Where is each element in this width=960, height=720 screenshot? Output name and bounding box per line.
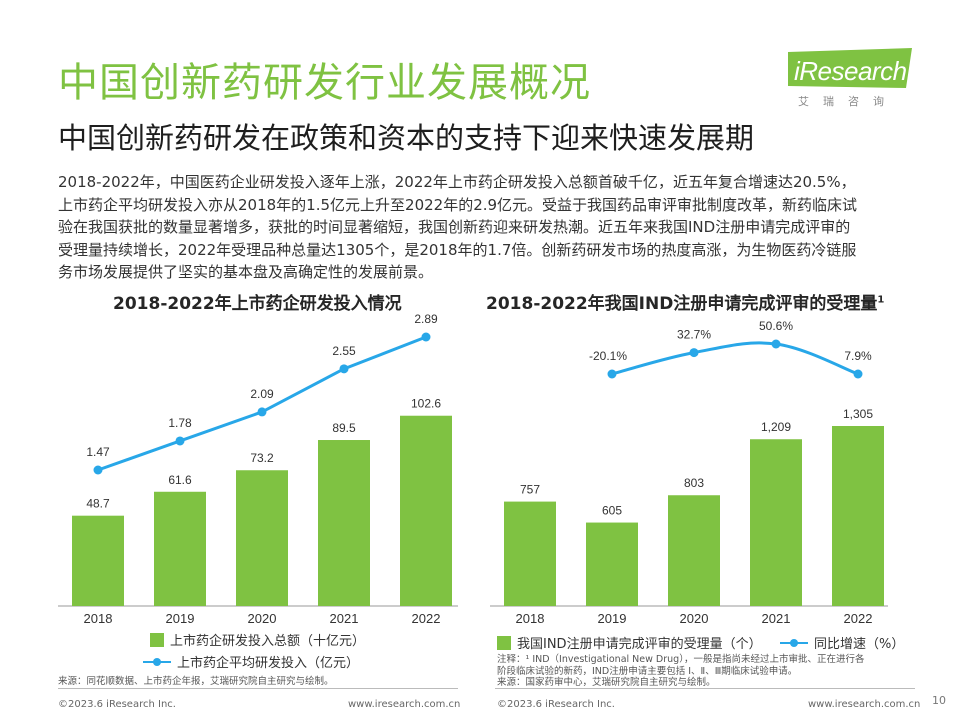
footer-url-right[interactable]: www.iresearch.com.cn	[808, 699, 921, 710]
description-line: 上市药企平均研发投入亦从2018年的1.5亿元上升至2022年的2.9亿元。受益…	[58, 195, 858, 214]
legend-bar-label: 上市药企研发投入总额（十亿元）	[170, 634, 366, 649]
logo-chinese: 艾瑞咨询	[798, 95, 898, 108]
right-line-label-2022: 7.9%	[844, 349, 872, 363]
page-number: 10	[932, 694, 946, 707]
left-x-tick-2021: 2021	[330, 611, 359, 626]
left-bar-label-2019: 61.6	[168, 473, 192, 487]
logo-badge-shape	[788, 48, 912, 88]
page-title: 中国创新药研发行业发展概况	[58, 60, 591, 106]
left-line-point-2022	[421, 332, 431, 342]
legend-line-swatch	[780, 638, 808, 647]
right-x-tick-2022: 2022	[844, 611, 873, 626]
page-subtitle: 中国创新药研发在政策和资本的支持下迎来快速发展期	[58, 121, 755, 155]
left-line-point-2018	[93, 465, 103, 475]
left-line-label-2019: 1.78	[168, 416, 192, 430]
right-bar-2020	[668, 495, 720, 606]
right-x-tick-2020: 2020	[680, 611, 709, 626]
left-bar-2022	[400, 415, 452, 606]
right-bar-label-2019: 605	[602, 504, 622, 518]
description-line: 2018-2022年，中国医药企业研发投入逐年上涨，2022年上市药企研发投入总…	[58, 173, 856, 191]
right-bar-label-2022: 1,305	[843, 407, 873, 421]
right-footnotes: 注释：¹ IND（Investigational New Drug），一般是指尚…	[497, 654, 864, 689]
left-line-point-2019	[175, 436, 185, 446]
description-line: 受理量持续增长，2022年受理品种总量达1305个，是2018年的1.7倍。创新…	[58, 240, 857, 259]
left-bar-label-2022: 102.6	[411, 397, 441, 411]
left-line-point-2021	[339, 364, 349, 374]
description-paragraph: 2018-2022年，中国医药企业研发投入逐年上涨，2022年上市药企研发投入总…	[58, 171, 918, 284]
legend-line-label: 同比增速（%）	[814, 637, 905, 652]
legend-line-label: 上市药企平均研发投入（亿元）	[177, 656, 360, 671]
right-legend-bar: 我国IND注册申请完成评审的受理量（个）	[497, 633, 762, 652]
right-bar-2021	[750, 439, 802, 606]
left-line-label-2021: 2.55	[332, 344, 356, 358]
footer-copyright-left: ©2023.6 iResearch Inc.	[58, 699, 176, 710]
legend-line-swatch	[143, 657, 171, 666]
left-line-point-2020	[257, 407, 267, 417]
right-bar-label-2020: 803	[684, 476, 704, 490]
left-line-label-2020: 2.09	[250, 387, 274, 401]
right-chart-title-footnote-mark: 1	[877, 294, 885, 306]
left-x-tick-2018: 2018	[84, 611, 113, 626]
right-line-label-2021: 50.6%	[759, 319, 793, 333]
left-chart-title: 2018-2022年上市药企研发投入情况	[113, 294, 402, 314]
right-x-tick-2018: 2018	[516, 611, 545, 626]
right-line-label-2019: -20.1%	[589, 349, 627, 363]
left-bar-2019	[154, 491, 206, 606]
right-x-tick-2019: 2019	[598, 611, 627, 626]
legend-bar-label: 我国IND注册申请完成评审的受理量（个）	[517, 637, 762, 652]
description-line: 验在我国获批的数量显著增多，获批的时间显著缩短，我国创新药迎来研发热潮。近五年来…	[58, 218, 851, 236]
left-line-label-2022: 2.89	[414, 312, 438, 326]
right-bar-2019	[586, 522, 638, 606]
left-line-path	[96, 335, 428, 472]
right-line-point-2020	[689, 348, 699, 358]
left-legend-bar: 上市药企研发投入总额（十亿元）	[150, 630, 365, 649]
charts-svg: 48.7 2018 61.6 2019 73.2 2020 89.5 2021 102.6 202…	[58, 312, 888, 626]
right-bar-2018	[504, 501, 556, 606]
left-bar-2020	[236, 470, 288, 606]
left-bar-2018	[72, 515, 124, 606]
legend-bar-swatch	[150, 632, 164, 647]
footer-url-left[interactable]: www.iresearch.com.cn	[348, 699, 461, 710]
left-x-tick-2019: 2019	[166, 611, 195, 626]
right-legend-line: 同比增速（%）	[780, 633, 904, 652]
right-chart-title: 2018-2022年我国IND注册申请完成评审的受理量1	[486, 289, 884, 314]
right-line-point-2022	[853, 369, 863, 379]
footer-divider-right	[495, 688, 915, 689]
right-bar-label-2018: 757	[520, 483, 540, 497]
left-source-note: 来源：同花顺数据、上市药企年报，艾瑞研究院自主研究与绘制。	[58, 676, 334, 687]
logo-wordmark: iResearch	[794, 56, 907, 86]
left-line-label-2018: 1.47	[86, 445, 110, 459]
left-x-tick-2020: 2020	[248, 611, 277, 626]
right-footnote-line: 注释：¹ IND（Investigational New Drug），一般是指尚…	[497, 654, 865, 665]
description-line: 务市场发展提供了坚实的基本盘及高确定性的发展前景。	[58, 263, 434, 281]
right-line-point-2021	[771, 339, 781, 349]
right-line-point-2019	[607, 369, 617, 379]
left-legend-line: 上市药企平均研发投入（亿元）	[143, 652, 359, 671]
left-bar-2021	[318, 440, 370, 606]
right-footnote-line: 阶段临床试验的新药，IND注册申请主要包括 Ⅰ、Ⅱ、Ⅲ期临床试验申请。	[497, 665, 798, 677]
left-x-tick-2022: 2022	[412, 611, 441, 626]
right-x-tick-2021: 2021	[762, 611, 791, 626]
left-bar-label-2018: 48.7	[86, 497, 110, 511]
right-line-path	[610, 341, 860, 376]
left-bar-label-2020: 73.2	[250, 451, 274, 465]
iresearch-logo: iResearch 艾瑞咨询	[788, 48, 918, 110]
right-bar-label-2021: 1,209	[761, 420, 791, 434]
legend-bar-swatch	[497, 635, 511, 650]
right-bar-2022	[832, 426, 884, 606]
footer-copyright-right: ©2023.6 iResearch Inc.	[497, 699, 615, 710]
left-bar-label-2021: 89.5	[332, 421, 356, 435]
right-footnote-line: 来源：国家药审中心，艾瑞研究院自主研究与绘制。	[497, 677, 716, 688]
right-chart-title-text: 2018-2022年我国IND注册申请完成评审的受理量	[486, 294, 878, 314]
right-line-label-2020: 32.7%	[677, 328, 711, 342]
footer-divider-left	[58, 688, 458, 689]
